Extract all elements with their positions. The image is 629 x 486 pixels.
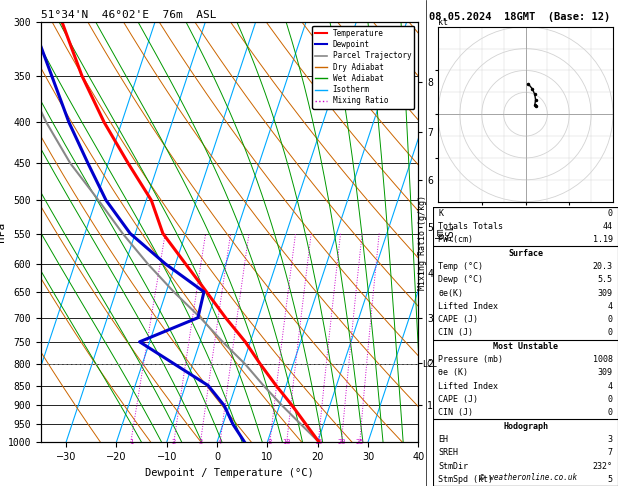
Text: 4: 4 <box>608 302 613 311</box>
Text: 0: 0 <box>608 315 613 324</box>
Text: Dewp (°C): Dewp (°C) <box>438 275 483 284</box>
Text: 1008: 1008 <box>593 355 613 364</box>
Text: Lifted Index: Lifted Index <box>438 382 498 391</box>
Text: SREH: SREH <box>438 448 459 457</box>
Y-axis label: hPa: hPa <box>0 222 6 242</box>
Text: 44: 44 <box>603 222 613 231</box>
Text: 232°: 232° <box>593 462 613 470</box>
Text: Lifted Index: Lifted Index <box>438 302 498 311</box>
Text: 8: 8 <box>268 439 272 445</box>
Text: 0: 0 <box>608 208 613 218</box>
Text: © weatheronline.co.uk: © weatheronline.co.uk <box>480 473 577 482</box>
Text: 20: 20 <box>337 439 346 445</box>
Text: Most Unstable: Most Unstable <box>493 342 558 351</box>
Text: kt: kt <box>438 17 448 27</box>
Legend: Temperature, Dewpoint, Parcel Trajectory, Dry Adiabat, Wet Adiabat, Isotherm, Mi: Temperature, Dewpoint, Parcel Trajectory… <box>312 26 415 108</box>
Text: 7: 7 <box>608 448 613 457</box>
Text: 4: 4 <box>218 439 222 445</box>
Text: EH: EH <box>438 435 448 444</box>
Text: 15: 15 <box>314 439 323 445</box>
Text: CAPE (J): CAPE (J) <box>438 395 478 404</box>
Text: Surface: Surface <box>508 249 543 258</box>
Text: Pressure (mb): Pressure (mb) <box>438 355 503 364</box>
Text: 10: 10 <box>282 439 291 445</box>
Text: Totals Totals: Totals Totals <box>438 222 503 231</box>
Text: 2: 2 <box>172 439 176 445</box>
Text: StmDir: StmDir <box>438 462 469 470</box>
X-axis label: Dewpoint / Temperature (°C): Dewpoint / Temperature (°C) <box>145 468 314 478</box>
Y-axis label: km
ASL: km ASL <box>435 223 456 241</box>
Text: 5: 5 <box>608 475 613 484</box>
Text: θe (K): θe (K) <box>438 368 469 378</box>
Text: PW (cm): PW (cm) <box>438 235 473 244</box>
Text: 4: 4 <box>608 382 613 391</box>
Text: LCL: LCL <box>422 360 437 369</box>
Text: θe(K): θe(K) <box>438 289 464 297</box>
Text: 20.3: 20.3 <box>593 262 613 271</box>
Text: CIN (J): CIN (J) <box>438 408 473 417</box>
Text: Temp (°C): Temp (°C) <box>438 262 483 271</box>
Text: K: K <box>438 208 443 218</box>
Text: 309: 309 <box>598 368 613 378</box>
Text: 25: 25 <box>355 439 364 445</box>
Text: CIN (J): CIN (J) <box>438 329 473 337</box>
Text: CAPE (J): CAPE (J) <box>438 315 478 324</box>
Text: 309: 309 <box>598 289 613 297</box>
Text: 0: 0 <box>608 329 613 337</box>
Text: 1: 1 <box>129 439 133 445</box>
Text: 3: 3 <box>608 435 613 444</box>
Text: 51°34'N  46°02'E  76m  ASL: 51°34'N 46°02'E 76m ASL <box>41 10 216 20</box>
Text: 08.05.2024  18GMT  (Base: 12): 08.05.2024 18GMT (Base: 12) <box>429 12 610 22</box>
Text: 5.5: 5.5 <box>598 275 613 284</box>
Text: Mixing Ratio (g/kg): Mixing Ratio (g/kg) <box>418 195 427 291</box>
Text: StmSpd (kt): StmSpd (kt) <box>438 475 493 484</box>
Text: 3: 3 <box>198 439 203 445</box>
Text: 0: 0 <box>608 408 613 417</box>
Text: 0: 0 <box>608 395 613 404</box>
Text: Hodograph: Hodograph <box>503 422 548 431</box>
Text: 1.19: 1.19 <box>593 235 613 244</box>
